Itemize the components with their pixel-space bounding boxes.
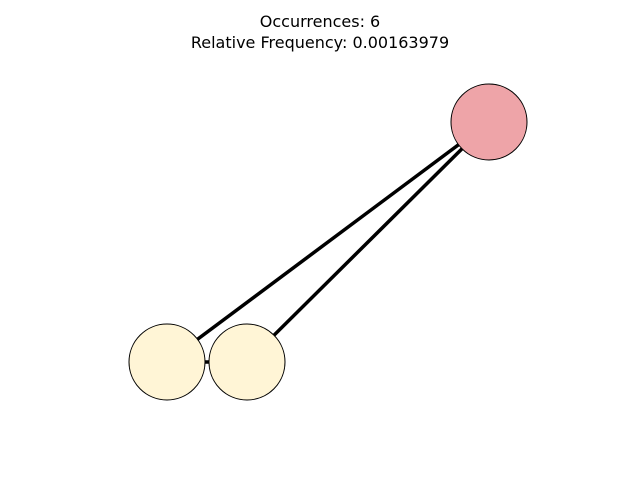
node-left bbox=[128, 323, 206, 401]
edge-n2-n3 bbox=[245, 120, 491, 364]
title-relative-frequency: Relative Frequency: 0.00163979 bbox=[190, 33, 450, 52]
node-top-right bbox=[450, 83, 528, 161]
title-occurrences: Occurrences: 6 bbox=[259, 12, 381, 31]
edges-group bbox=[165, 120, 491, 364]
node-middle bbox=[208, 323, 286, 401]
edge-n1-n3 bbox=[165, 120, 491, 364]
nodes-group bbox=[128, 83, 528, 401]
